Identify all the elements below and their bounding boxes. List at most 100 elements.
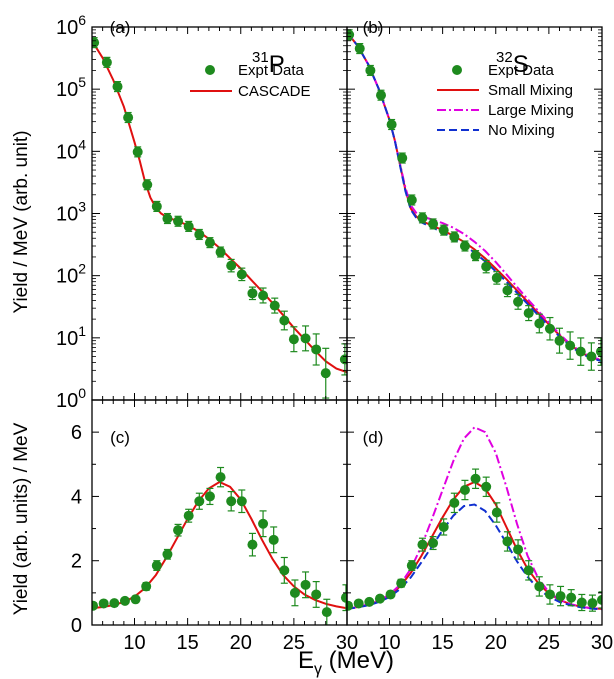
data-point	[236, 489, 247, 514]
y-tick-label-exponent: 5	[78, 74, 86, 90]
panel-d: 10 15 20 25 30 (d)	[346, 399, 613, 654]
x-tick-label: 30	[591, 632, 613, 654]
data-marker	[340, 592, 347, 603]
legend-label: Large Mixing	[488, 102, 574, 119]
data-marker	[289, 587, 300, 598]
data-point	[449, 492, 460, 514]
data-point	[92, 37, 100, 49]
y-tick-label: 105	[56, 74, 86, 101]
data-marker	[428, 218, 439, 229]
y-tick-label: 4	[71, 486, 82, 508]
data-marker	[438, 225, 449, 236]
data-marker	[459, 485, 470, 495]
data-marker	[321, 607, 332, 618]
legend-label: Expt Data	[488, 62, 555, 79]
data-point	[534, 576, 545, 597]
data-marker	[374, 593, 385, 604]
data-marker	[204, 237, 215, 248]
data-marker	[555, 591, 566, 602]
data-point	[481, 476, 492, 498]
data-point	[269, 297, 280, 314]
data-point	[226, 491, 237, 512]
y-tick-label-exponent: 4	[78, 136, 86, 152]
data-point	[92, 600, 99, 611]
data-point	[428, 218, 439, 230]
legend-item: Large Mixing	[437, 102, 574, 119]
data-point	[587, 594, 598, 612]
data-point	[130, 594, 141, 605]
y-tick-label: 2	[71, 551, 82, 573]
data-marker	[226, 496, 237, 507]
data-marker	[376, 90, 386, 101]
y-tick-label-base: 10	[56, 79, 78, 101]
data-point	[374, 593, 385, 604]
data-point	[428, 536, 439, 551]
data-marker	[470, 250, 481, 261]
data-point	[258, 510, 269, 538]
data-point	[320, 347, 331, 399]
data-marker	[311, 589, 322, 600]
legend-item: Expt Data	[205, 62, 305, 79]
data-marker	[449, 231, 460, 242]
y-tick-label-exponent: 0	[78, 385, 86, 401]
data-point	[347, 29, 355, 41]
data-point	[288, 326, 299, 353]
data-marker	[183, 221, 194, 232]
data-point	[258, 287, 269, 304]
data-marker	[130, 594, 141, 605]
legend-item: CASCADE	[190, 83, 311, 100]
y-tick-label: 106	[56, 12, 86, 39]
data-marker	[269, 300, 280, 311]
data-point	[364, 596, 375, 607]
x-tick-label: 15	[432, 632, 454, 654]
data-point	[575, 337, 586, 366]
data-marker	[98, 598, 109, 609]
data-point	[554, 327, 565, 354]
data-point	[576, 593, 587, 612]
y-tick-label-base: 10	[56, 17, 78, 39]
x-tick-label: 20	[230, 632, 252, 654]
data-point	[459, 479, 470, 501]
legend-label: Small Mixing	[488, 82, 573, 99]
y-tick-label: 6	[71, 422, 82, 444]
data-marker	[354, 43, 365, 54]
data-point	[194, 228, 205, 241]
y-tick-label: 0	[71, 615, 82, 637]
data-marker	[119, 595, 130, 606]
data-marker	[268, 534, 279, 545]
curve-small_mixing	[347, 480, 602, 610]
y-tick-label: 101	[56, 323, 86, 350]
data-marker	[151, 560, 162, 571]
data-marker	[566, 592, 577, 603]
data-point	[481, 259, 492, 274]
data-marker	[215, 472, 226, 483]
legend-label: CASCADE	[238, 83, 311, 100]
data-marker	[247, 288, 258, 299]
data-marker	[513, 296, 524, 307]
data-marker	[385, 589, 396, 600]
data-point	[566, 589, 577, 607]
legend-item: Expt Data	[452, 62, 555, 79]
data-point	[109, 598, 120, 609]
legend-item: No Mixing	[437, 122, 555, 139]
data-marker	[386, 119, 397, 130]
data-marker	[311, 344, 322, 355]
y-tick-label: 102	[56, 261, 86, 288]
data-point	[406, 560, 417, 571]
nucleus-symbol: S	[513, 51, 529, 78]
data-point	[340, 584, 347, 612]
data-point	[183, 220, 194, 232]
data-point	[534, 313, 545, 334]
data-marker	[183, 510, 194, 521]
data-marker	[544, 323, 555, 334]
curve-large_mixing	[347, 426, 602, 610]
data-point	[396, 578, 407, 589]
data-marker	[258, 290, 269, 301]
data-point	[98, 598, 109, 609]
data-marker	[123, 112, 134, 123]
panel-label: (a)	[110, 18, 131, 37]
data-point	[311, 581, 322, 608]
data-point	[141, 581, 152, 592]
